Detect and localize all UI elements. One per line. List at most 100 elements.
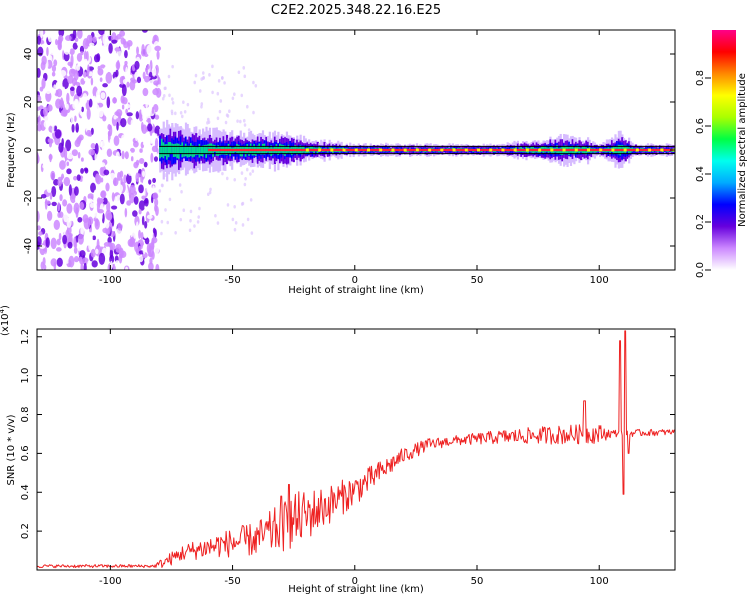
noise-blob: [128, 170, 133, 176]
noise-blob: [44, 200, 51, 205]
noise-blob: [118, 112, 122, 119]
noise-blob: [98, 231, 105, 240]
noise-blob: [67, 61, 73, 66]
noise-blob: [94, 66, 98, 73]
noise-blob: [140, 48, 147, 57]
halo-dot: [234, 221, 238, 225]
noise-blob: [68, 255, 75, 268]
signal-cell: [181, 142, 184, 158]
noise-blob: [44, 209, 48, 216]
snr-xlabel: Height of straight line (km): [288, 584, 424, 595]
signal-cell: [213, 144, 217, 152]
noise-blob: [150, 152, 154, 163]
noise-blob: [77, 233, 84, 245]
halo-dot: [171, 101, 175, 105]
noise-blob: [153, 55, 157, 61]
noise-blob: [134, 117, 138, 129]
noise-blob: [74, 98, 80, 109]
noise-blob: [94, 142, 99, 155]
noise-blob: [111, 205, 118, 210]
centerline-peak: [330, 148, 334, 152]
centerline-peak: [318, 148, 322, 152]
noise-blob: [74, 241, 78, 249]
noise-blob: [73, 255, 79, 263]
noise-blob: [130, 156, 134, 162]
centerline-peak: [305, 148, 309, 152]
noise-blob: [99, 162, 106, 168]
noise-blob: [123, 174, 127, 184]
noise-blob: [125, 137, 129, 144]
halo-dot: [217, 79, 221, 83]
halo-dot: [233, 204, 236, 209]
noise-blob: [89, 202, 95, 208]
halo-dot: [233, 92, 236, 96]
signal-cell: [174, 143, 177, 157]
noise-blob: [79, 201, 85, 210]
noise-blob: [95, 174, 102, 185]
noise-blob: [142, 71, 146, 80]
noise-blob: [106, 201, 111, 213]
snr-frame: [36, 328, 676, 571]
centerline-peak: [648, 148, 652, 152]
snr-xtick-label: 100: [590, 576, 609, 587]
noise-blob: [150, 75, 158, 80]
halo-dot: [198, 89, 202, 93]
noise-blob: [112, 157, 117, 168]
colorbar-label: Normalized spectral amplitude: [737, 73, 748, 227]
halo-dot: [179, 217, 183, 222]
signal-cell: [203, 144, 206, 154]
noise-blob: [59, 224, 64, 232]
noise-blob: [82, 242, 87, 251]
halo-dot: [249, 172, 252, 176]
noise-blob: [138, 229, 141, 240]
noise-blob: [139, 158, 145, 165]
noise-blob: [93, 189, 98, 202]
noise-blob: [84, 168, 89, 174]
noise-blob: [106, 96, 111, 109]
spectrogram-ytick-label: 20: [23, 96, 34, 109]
noise-blob: [37, 46, 44, 57]
noise-blob: [72, 42, 78, 50]
noise-blob: [90, 127, 94, 135]
noise-blob: [140, 231, 144, 240]
noise-blob: [37, 138, 41, 145]
noise-blob: [50, 237, 57, 250]
signal-cell: [200, 145, 203, 157]
noise-blob: [68, 184, 72, 196]
snr-ylabel: SNR (10 * v/v): [6, 414, 17, 485]
noise-blob: [46, 46, 49, 57]
noise-blob: [141, 30, 148, 33]
noise-blob: [62, 86, 66, 99]
spectrogram-ytick-label: -40: [23, 238, 34, 254]
centerline-peak: [367, 148, 370, 152]
noise-blob: [75, 64, 81, 71]
noise-blob: [153, 80, 160, 86]
noise-blob: [115, 243, 122, 253]
halo-dot: [251, 169, 255, 173]
noise-blob: [69, 86, 75, 91]
noise-blob: [97, 208, 104, 214]
noise-blob: [88, 165, 93, 177]
noise-blob: [136, 36, 140, 44]
noise-blob: [56, 88, 63, 98]
halo-dot: [254, 83, 258, 88]
noise-blob: [125, 108, 128, 115]
noise-blob: [95, 248, 99, 255]
signal-cell: [236, 143, 239, 154]
noise-blob: [115, 151, 120, 160]
noise-blob: [80, 168, 84, 174]
noise-blob: [90, 248, 96, 258]
noise-blob: [82, 113, 89, 120]
noise-blob: [126, 250, 132, 260]
signal-cell: [184, 143, 188, 157]
noise-blob: [126, 173, 132, 185]
noise-blob: [138, 184, 144, 194]
noise-blob: [137, 100, 144, 108]
centerline-peak: [342, 148, 346, 152]
noise-blob: [87, 216, 94, 226]
signal-cell: [172, 144, 176, 158]
noise-blob: [72, 30, 77, 40]
halo-dot: [166, 220, 170, 225]
halo-dot: [194, 73, 198, 78]
halo-dot: [211, 64, 214, 69]
